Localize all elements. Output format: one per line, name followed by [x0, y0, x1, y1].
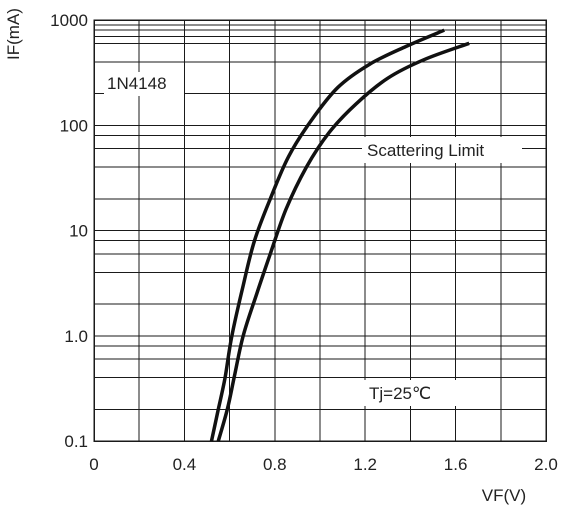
condition-label-bg	[362, 380, 458, 406]
series-line-1	[209, 28, 445, 442]
device-label-bg	[104, 72, 184, 96]
curves	[209, 28, 470, 442]
x-tick-labels: 0 0.4 0.8 1.2 1.6 2.0	[89, 455, 558, 474]
grid	[93, 19, 547, 442]
y-tick-labels: 0.1 1.0 10 100 1000	[50, 11, 88, 451]
y-axis-title: IF(mA)	[4, 8, 23, 60]
x-tick-label: 0.4	[173, 455, 197, 474]
y-tick-label: 1000	[50, 11, 88, 30]
y-tick-label: 10	[69, 222, 88, 241]
band-label: Scattering Limit	[367, 141, 484, 160]
y-tick-label: 1.0	[64, 327, 88, 346]
x-axis-title: VF(V)	[482, 486, 526, 505]
x-tick-label: 2.0	[534, 455, 558, 474]
series-line-2	[216, 41, 470, 442]
plot-frame	[93, 19, 547, 442]
y-tick-label: 0.1	[64, 432, 88, 451]
device-label: 1N4148	[107, 74, 167, 93]
x-tick-label: 0.8	[263, 455, 287, 474]
x-tick-label: 1.6	[444, 455, 468, 474]
x-tick-label: 1.2	[353, 455, 377, 474]
y-tick-label: 100	[60, 116, 88, 135]
x-tick-label: 0	[89, 455, 98, 474]
band-label-bg	[362, 137, 522, 163]
condition-label: Tj=25℃	[369, 384, 431, 403]
